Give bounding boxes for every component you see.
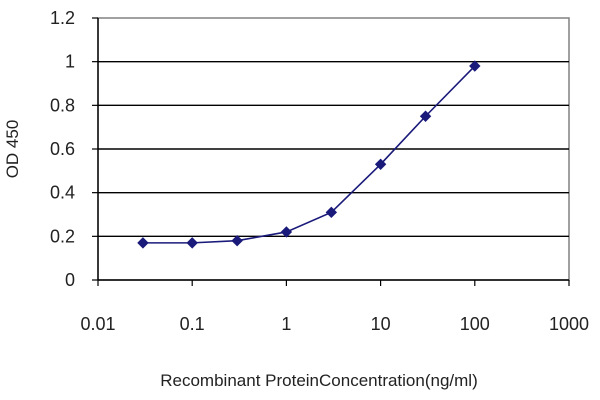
- x-tick-labels: 0.01 0.1 1 10 100 1000: [80, 314, 589, 334]
- y-tick-labels: 0 0.2 0.4 0.6 0.8 1 1.2: [50, 8, 75, 290]
- data-points: [137, 60, 481, 249]
- x-tick-label: 1: [281, 314, 291, 334]
- y-tick-label: 0.8: [50, 95, 75, 115]
- x-tick-label: 0.1: [180, 314, 205, 334]
- series-line-layer: [142, 65, 476, 244]
- data-point: [231, 234, 243, 247]
- x-axis-title: Recombinant ProteinConcentration(ng/ml): [160, 371, 478, 390]
- y-tick-label: 0: [65, 270, 75, 290]
- data-point: [374, 158, 387, 170]
- series-line: [142, 65, 476, 244]
- data-point: [186, 237, 198, 249]
- y-tick-label: 0.4: [50, 183, 75, 203]
- x-tick-label: 1000: [549, 314, 589, 334]
- data-point: [419, 110, 432, 122]
- x-tick-label: 0.01: [80, 314, 115, 334]
- grid-lines: [98, 60, 569, 238]
- x-tick-label: 10: [371, 314, 391, 334]
- y-tick-label: 0.6: [50, 139, 75, 159]
- data-point: [469, 60, 481, 72]
- y-tick-label: 1: [65, 52, 75, 72]
- y-axis-title: OD 450: [3, 120, 22, 179]
- data-point: [325, 206, 338, 219]
- data-point: [137, 237, 149, 249]
- y-tick-label: 1.2: [50, 8, 75, 28]
- y-tick-label: 0.2: [50, 226, 75, 246]
- axes: [92, 17, 570, 286]
- x-tick-label: 100: [460, 314, 490, 334]
- data-point: [280, 226, 293, 238]
